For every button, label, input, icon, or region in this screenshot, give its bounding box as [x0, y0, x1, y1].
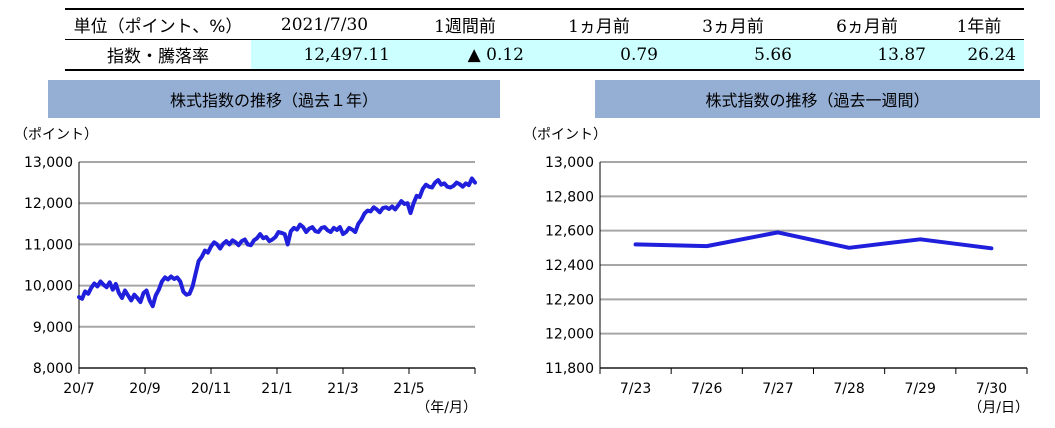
series-line: [77, 176, 477, 309]
date-header: 2021/7/30: [251, 8, 398, 40]
y-tick-label: 12,000: [545, 327, 594, 343]
weekly-chart-title: 株式指数の推移（過去一週間）: [595, 80, 1040, 118]
y-tick-label: 11,000: [24, 237, 73, 253]
y-tick-label: 12,600: [545, 224, 594, 240]
3m-change: 5.66: [666, 39, 800, 71]
6m-change: 13.87: [800, 39, 934, 71]
x-tick-label: 7/23: [620, 381, 651, 397]
week-header: 1週間前: [398, 8, 532, 40]
row-label: 指数・騰落率: [65, 39, 251, 71]
yearly-chart-title: 株式指数の推移（過去１年）: [48, 80, 500, 118]
unit-label: 単位（ポイント、%）: [65, 8, 251, 40]
1m-change: 0.79: [532, 39, 666, 71]
series-line: [633, 230, 994, 251]
x-tick-label: 20/7: [63, 381, 94, 397]
y-tick-label: 12,800: [545, 189, 594, 205]
x-tick-label: 21/3: [327, 381, 358, 397]
x-tick-label: 7/29: [905, 381, 936, 397]
weekly-chart: 11,800 12,000 12,200 12,400 12,600 12,800 13,0…: [523, 127, 1029, 416]
x-tick-label: 20/11: [191, 381, 231, 397]
summary-table: 単位（ポイント、%） 2021/7/30 1週間前 1ヵ月前 3ヵ月前 6ヵ月前…: [65, 8, 1024, 71]
y-tick-label: 13,000: [545, 155, 594, 171]
x-tick-label: 7/26: [691, 381, 723, 397]
y-tick-label: 8,000: [33, 361, 73, 377]
y-axis-title: （ポイント）: [14, 127, 98, 143]
summary-value-row: 指数・騰落率 12,497.11 ▲ 0.12 0.79 5.66 13.87 …: [65, 39, 1024, 71]
week-change: ▲ 0.12: [398, 39, 532, 71]
y-tick-label: 12,200: [545, 292, 594, 308]
1m-header: 1ヵ月前: [532, 8, 666, 40]
x-tick-label: 7/27: [762, 381, 793, 397]
x-tick-label: 21/5: [393, 381, 424, 397]
1y-header: 1年前: [934, 8, 1024, 40]
3m-header: 3ヵ月前: [666, 8, 800, 40]
x-tick-label: 7/28: [833, 381, 864, 397]
y-tick-label: 10,000: [24, 279, 73, 295]
yearly-chart: 8,000 9,000 10,000 11,000 12,000 13,000 （ポイント）…: [14, 127, 477, 416]
index-value: 12,497.11: [251, 39, 398, 71]
y-tick-label: 13,000: [24, 155, 73, 171]
summary-header-row: 単位（ポイント、%） 2021/7/30 1週間前 1ヵ月前 3ヵ月前 6ヵ月前…: [65, 8, 1024, 40]
x-tick-label: 21/1: [261, 381, 292, 397]
x-tick-label: 20/9: [129, 381, 160, 397]
y-tick-label: 9,000: [33, 320, 73, 336]
y-axis-title: （ポイント）: [523, 127, 607, 143]
x-tick-label: 7/30: [976, 381, 1007, 397]
x-axis-title: （月/日）: [968, 400, 1029, 416]
y-tick-label: 12,000: [24, 196, 73, 212]
6m-header: 6ヵ月前: [800, 8, 934, 40]
y-tick-label: 12,400: [545, 258, 594, 274]
1y-change: 26.24: [934, 39, 1024, 71]
x-axis-title: （年/月）: [416, 400, 477, 416]
y-tick-label: 11,800: [545, 361, 594, 377]
